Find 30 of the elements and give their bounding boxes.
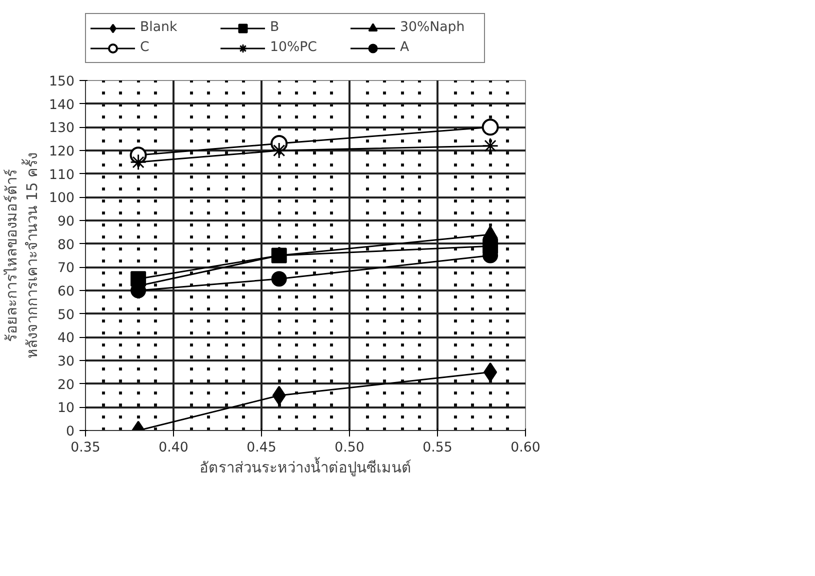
y-tick-label: 50 xyxy=(58,308,75,323)
y-tick-label: 130 xyxy=(49,121,75,136)
y-tick-label: 30 xyxy=(58,354,75,370)
x-tick-label: 0.50 xyxy=(334,440,364,456)
y-axis-title: ร้อยละการไหลของมอร์ต้าร์ หลังจากการเคาะจำนวน 15 ครั้ง xyxy=(2,152,42,358)
y-tick-label: 20 xyxy=(58,378,75,393)
y-tick-label: 60 xyxy=(58,284,75,300)
x-axis-title: อัตราส่วนระหว่างน้ำต่อปูนซีเมนต์ xyxy=(200,456,412,476)
y-tick-label: 110 xyxy=(49,168,75,183)
legend-label: C xyxy=(140,40,150,55)
y-tick-label: 10 xyxy=(58,401,75,416)
y-tick-label: 140 xyxy=(49,98,75,113)
legend-label: A xyxy=(400,40,410,55)
y-tick-label: 120 xyxy=(49,144,75,160)
y-tick-label: 100 xyxy=(49,191,75,206)
legend-label: 10%PC xyxy=(270,40,318,55)
legend-label: B xyxy=(270,20,280,35)
y-tick-label: 90 xyxy=(58,214,75,230)
legend-label: Blank xyxy=(140,20,178,35)
x-tick-label: 0.55 xyxy=(422,440,452,456)
legend-label: 30%Naph xyxy=(400,20,466,35)
y-tick-label: 0 xyxy=(66,424,75,440)
x-tick-label: 0.40 xyxy=(158,440,188,456)
x-tick-label: 0.35 xyxy=(70,440,100,456)
y-tick-label: 70 xyxy=(58,261,75,276)
y-tick-label: 150 xyxy=(49,74,75,90)
x-tick-label: 0.60 xyxy=(510,440,540,456)
y-tick-label: 40 xyxy=(58,331,75,346)
y-tick-label: 80 xyxy=(58,238,75,253)
x-tick-label: 0.45 xyxy=(246,440,276,456)
